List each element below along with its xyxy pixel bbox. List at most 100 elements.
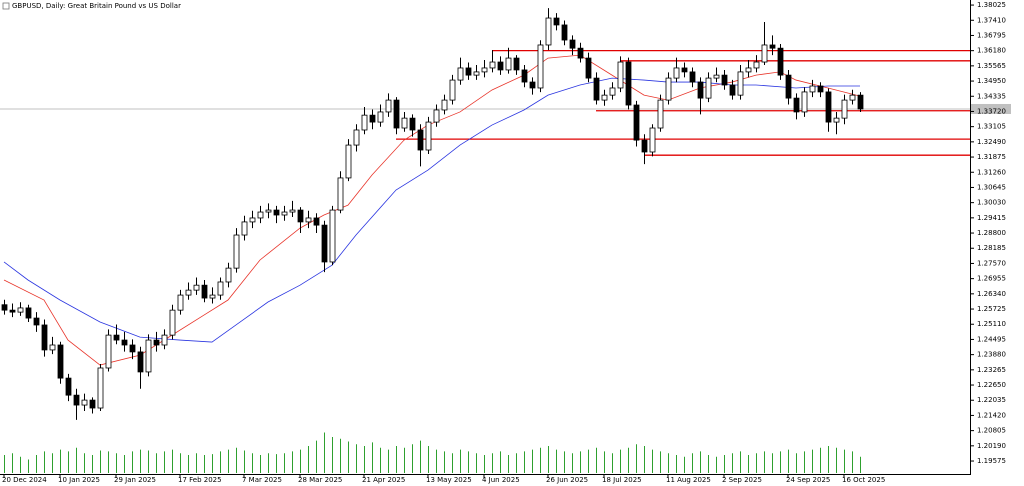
chart-title: GBPUSD, Daily: Great Britain Pound vs US…: [12, 2, 181, 10]
candle-body: [265, 209, 272, 213]
y-tick-label: 1.26955: [977, 275, 1006, 283]
candle-body: [513, 57, 520, 71]
y-tick-label: 1.28800: [977, 229, 1006, 237]
candle-body: [193, 284, 200, 291]
candle-body: [793, 97, 800, 113]
y-tick-label: 1.29415: [977, 214, 1006, 222]
candle-body: [217, 281, 224, 296]
candle-body: [353, 129, 360, 146]
candle-body: [737, 71, 744, 96]
candle-body: [337, 177, 344, 211]
candle-body: [473, 71, 480, 76]
axis-layer: 1.38025 1.37410 1.36795 1.36180 1.35565 1.349…: [2, 1, 1011, 484]
candle-body: [49, 344, 56, 351]
candle-body: [577, 47, 584, 59]
candle-body: [137, 351, 144, 373]
y-tick-label: 1.21420: [977, 411, 1006, 419]
candle-body: [689, 71, 696, 83]
candle-body: [121, 339, 128, 346]
y-tick-label: 1.28185: [977, 244, 1006, 252]
y-tick-label: 1.20805: [977, 427, 1006, 435]
candle-body: [585, 57, 592, 79]
y-tick-label: 1.24495: [977, 335, 1006, 343]
candle-body: [745, 67, 752, 73]
candle-body: [9, 309, 16, 313]
y-tick-label: 1.19575: [977, 457, 1006, 465]
candle-body: [65, 377, 72, 396]
y-tick-label: 1.33720: [977, 107, 1006, 115]
candle-body: [769, 44, 776, 49]
x-tick-label: 13 May 2025: [426, 476, 472, 484]
candle-body: [761, 44, 768, 63]
x-tick-label: 4 Jun 2025: [482, 476, 520, 484]
x-tick-label: 7 Mar 2025: [242, 476, 282, 484]
candle-body: [273, 209, 280, 216]
candle-body: [161, 334, 168, 346]
x-tick-label: 24 Sep 2025: [786, 476, 830, 484]
candle-body: [361, 114, 368, 131]
y-tick-label: 1.36180: [977, 47, 1006, 55]
x-tick-label: 21 Apr 2025: [362, 476, 405, 484]
candle-body: [465, 67, 472, 76]
candle-body: [481, 67, 488, 73]
candle-body: [177, 294, 184, 311]
candle-body: [169, 309, 176, 336]
candle-body: [649, 127, 656, 153]
y-tick-label: 1.30030: [977, 199, 1006, 207]
candle-body: [561, 24, 568, 41]
candle-body: [545, 17, 552, 46]
y-tick-label: 1.25725: [977, 305, 1006, 313]
candle-body: [257, 211, 264, 219]
candle-body: [833, 117, 840, 123]
candle-body: [609, 87, 616, 96]
candle-body: [297, 209, 304, 223]
symbol-icon: [2, 2, 10, 10]
candle-body: [369, 114, 376, 123]
x-tick-label: 17 Feb 2025: [178, 476, 222, 484]
y-tick-label: 1.22650: [977, 381, 1006, 389]
candle-body: [817, 85, 824, 93]
x-tick-label: 28 Mar 2025: [298, 476, 342, 484]
candle-body: [345, 144, 352, 179]
x-tick-label: 20 Dec 2024: [2, 476, 47, 484]
y-tick-label: 1.20190: [977, 442, 1006, 450]
candle-body: [425, 121, 432, 151]
candle-body: [201, 284, 208, 299]
candle-body: [505, 57, 512, 71]
candle-body: [321, 224, 328, 263]
candle-body: [441, 99, 448, 111]
y-tick-label: 1.34950: [977, 77, 1006, 85]
candle-body: [225, 267, 232, 283]
moving-average: [3, 77, 860, 343]
candle-body: [409, 117, 416, 131]
candle-body: [809, 85, 816, 93]
y-tick-label: 1.30645: [977, 183, 1006, 191]
candle-body: [57, 344, 64, 379]
candle-body: [489, 61, 496, 69]
candle-body: [449, 79, 456, 101]
candle-body: [153, 339, 160, 346]
y-tick-label: 1.31260: [977, 168, 1006, 176]
x-tick-label: 26 Jun 2025: [546, 476, 588, 484]
y-tick-label: 1.38025: [977, 1, 1006, 9]
candle-body: [705, 77, 712, 99]
candle-body: [665, 77, 672, 101]
candle-body: [209, 294, 216, 299]
x-tick-label: 29 Jan 2025: [114, 476, 156, 484]
candle-body: [657, 99, 664, 129]
candle-body: [729, 84, 736, 96]
y-tick-label: 1.22035: [977, 396, 1006, 404]
candle-body: [825, 91, 832, 123]
y-tick-label: 1.25110: [977, 320, 1006, 328]
candle-body: [777, 47, 784, 76]
candle-layer: [1, 8, 864, 420]
candle-body: [673, 67, 680, 79]
candle-body: [393, 99, 400, 129]
y-tick-label: 1.26340: [977, 290, 1006, 298]
y-tick-label: 1.31875: [977, 153, 1006, 161]
candle-body: [73, 394, 80, 406]
y-tick-label: 1.27570: [977, 259, 1006, 267]
candle-body: [617, 61, 624, 89]
y-tick-label: 1.33105: [977, 123, 1006, 131]
